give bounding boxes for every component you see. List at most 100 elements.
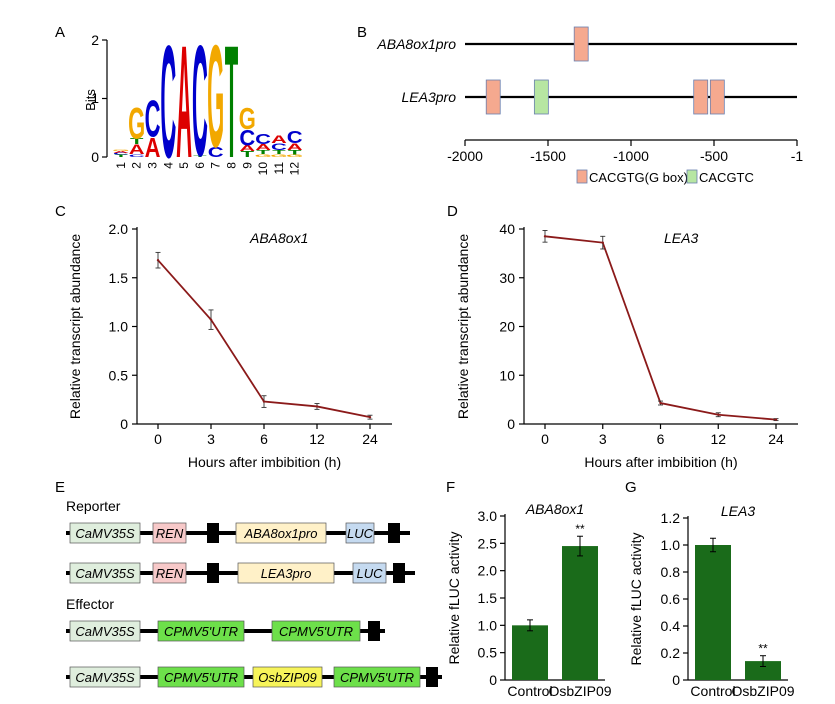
y-tick-label: 20 bbox=[499, 319, 515, 335]
y-tick-label: 0.2 bbox=[661, 645, 681, 661]
x-tick-label: 24 bbox=[362, 431, 378, 447]
logo-position-label: 6 bbox=[193, 162, 207, 169]
y-tick-label: 0 bbox=[507, 416, 515, 432]
panel-letter-d: D bbox=[447, 203, 458, 220]
logo-letter-g: G bbox=[255, 154, 272, 158]
y-tick-label: 0 bbox=[489, 672, 497, 688]
chart-title: ABA8ox1 bbox=[525, 501, 584, 517]
y-tick-label: 0.5 bbox=[109, 367, 129, 383]
logo-letter-c: C bbox=[255, 131, 271, 147]
y-axis-label: Relative fLUC activity bbox=[628, 532, 644, 665]
y-axis-label: Relative transcript abundance bbox=[455, 234, 471, 419]
x-tick-label: Control bbox=[507, 683, 552, 699]
y-tick-label: 2.5 bbox=[478, 535, 498, 551]
x-tick-label: 6 bbox=[657, 431, 665, 447]
chart-f: 0 0.5 1.0 1.5 2.0 2.5 3.0 Control ** OsbZIP09 ABA8… bbox=[446, 501, 612, 699]
y-tick-label: 1.0 bbox=[109, 319, 129, 335]
logo-position-label: 10 bbox=[256, 162, 270, 176]
y-tick-label: 0.4 bbox=[661, 618, 681, 634]
data-point bbox=[601, 241, 604, 244]
logo-letter-c: C bbox=[287, 128, 303, 147]
y-tick-label: 1.5 bbox=[109, 270, 129, 286]
logo-letter-t: T bbox=[241, 150, 254, 159]
promoter-axis-label: -1 bbox=[791, 148, 804, 164]
promoter-label: LEA3pro bbox=[402, 89, 457, 105]
promoter-label: ABA8ox1pro bbox=[376, 36, 456, 52]
logo-letter-g: G bbox=[112, 150, 129, 152]
logo-letter-a: A bbox=[271, 133, 287, 146]
logo-position-label: 2 bbox=[130, 162, 144, 169]
construct-label: CaMV35S bbox=[75, 566, 135, 581]
chart-title: ABA8ox1 bbox=[249, 230, 308, 246]
y-tick-label: 2.0 bbox=[478, 563, 498, 579]
x-tick-label: OsbZIP09 bbox=[548, 683, 611, 699]
x-tick-label: 24 bbox=[768, 431, 784, 447]
y-tick-label: 0.8 bbox=[661, 564, 681, 580]
y-tick-label: 40 bbox=[499, 221, 515, 237]
promoter-axis-label: -500 bbox=[700, 148, 728, 164]
y-tick-label: 0.6 bbox=[661, 591, 681, 607]
legend-label: CACGTC bbox=[699, 170, 754, 185]
logo-letter-c: C bbox=[145, 91, 161, 148]
promoter-box-g bbox=[485, 79, 501, 115]
construct-element bbox=[157, 620, 245, 642]
construct-element bbox=[333, 666, 421, 688]
series-line bbox=[157, 259, 371, 419]
construct-label: CaMV35S bbox=[75, 624, 135, 639]
promoter-map: ABA8ox1pro LEA3pro -2000 -1500 -1000 -500 -1 CA… bbox=[376, 26, 804, 185]
logo-position-label: 1 bbox=[114, 162, 128, 169]
legend-swatch-c bbox=[686, 169, 698, 184]
logo-letter-t: T bbox=[225, 13, 238, 192]
construct-label: OsbZIP09 bbox=[258, 670, 317, 685]
panel-letter-f: F bbox=[446, 479, 455, 496]
logo-letter-a: A bbox=[145, 132, 161, 163]
bar bbox=[695, 545, 731, 680]
terminator-block bbox=[207, 563, 219, 583]
y-tick-label: 1.5 bbox=[478, 590, 498, 606]
terminator-block bbox=[393, 563, 405, 583]
data-point bbox=[543, 235, 547, 238]
y-axis-label: Relative transcript abundance bbox=[67, 234, 83, 419]
logo-letter-t: T bbox=[193, 155, 207, 158]
construct-label: REN bbox=[156, 526, 184, 541]
x-axis-label: Hours after imbibition (h) bbox=[188, 454, 341, 470]
construct-label: CaMV35S bbox=[75, 670, 135, 685]
logo-letter-a: A bbox=[129, 141, 145, 157]
logo-position-label: 5 bbox=[177, 162, 191, 169]
x-tick-label: OsbZIP09 bbox=[731, 683, 794, 699]
chart-title: LEA3 bbox=[664, 230, 698, 246]
logo-position-label: 3 bbox=[146, 162, 160, 169]
y-tick-label: 0 bbox=[120, 416, 128, 432]
data-point bbox=[717, 413, 720, 416]
data-point bbox=[774, 418, 778, 421]
construct-element bbox=[152, 562, 187, 584]
construct-label: CaMV35S bbox=[75, 526, 135, 541]
logo-ylabel: Bits bbox=[83, 89, 98, 111]
promoter-axis-label: -1500 bbox=[530, 148, 566, 164]
construct-element bbox=[157, 666, 245, 688]
logo-letter-t: T bbox=[130, 137, 143, 146]
logo-letter-g: G bbox=[270, 154, 287, 158]
construct-element bbox=[352, 562, 387, 584]
chart-g: 0 0.2 0.4 0.6 0.8 1.0 1.2 Control ** OsbZIP09 LEA3… bbox=[628, 503, 795, 699]
construct-element bbox=[252, 666, 323, 688]
series-line bbox=[544, 235, 777, 421]
logo-position-label: 12 bbox=[288, 162, 302, 176]
significance-mark: ** bbox=[575, 522, 585, 536]
logo-letter-a: A bbox=[113, 151, 129, 154]
construct-element bbox=[69, 620, 141, 642]
construct-label: REN bbox=[156, 566, 184, 581]
logo-position-label: 11 bbox=[272, 162, 286, 175]
x-tick-label: 6 bbox=[260, 431, 268, 447]
x-tick-label: 12 bbox=[309, 431, 325, 447]
terminator-block bbox=[388, 523, 400, 543]
logo-letter-c: C bbox=[129, 154, 145, 158]
chart-title: LEA3 bbox=[721, 503, 755, 519]
legend-label: CACGTG(G box) bbox=[589, 170, 688, 185]
logo-letter-c: C bbox=[271, 141, 287, 152]
construct-label: ABA8ox1pro bbox=[244, 526, 318, 541]
y-tick-label: 10 bbox=[499, 367, 515, 383]
y-tick-label: 0.5 bbox=[478, 645, 498, 661]
construct-element bbox=[69, 522, 141, 544]
